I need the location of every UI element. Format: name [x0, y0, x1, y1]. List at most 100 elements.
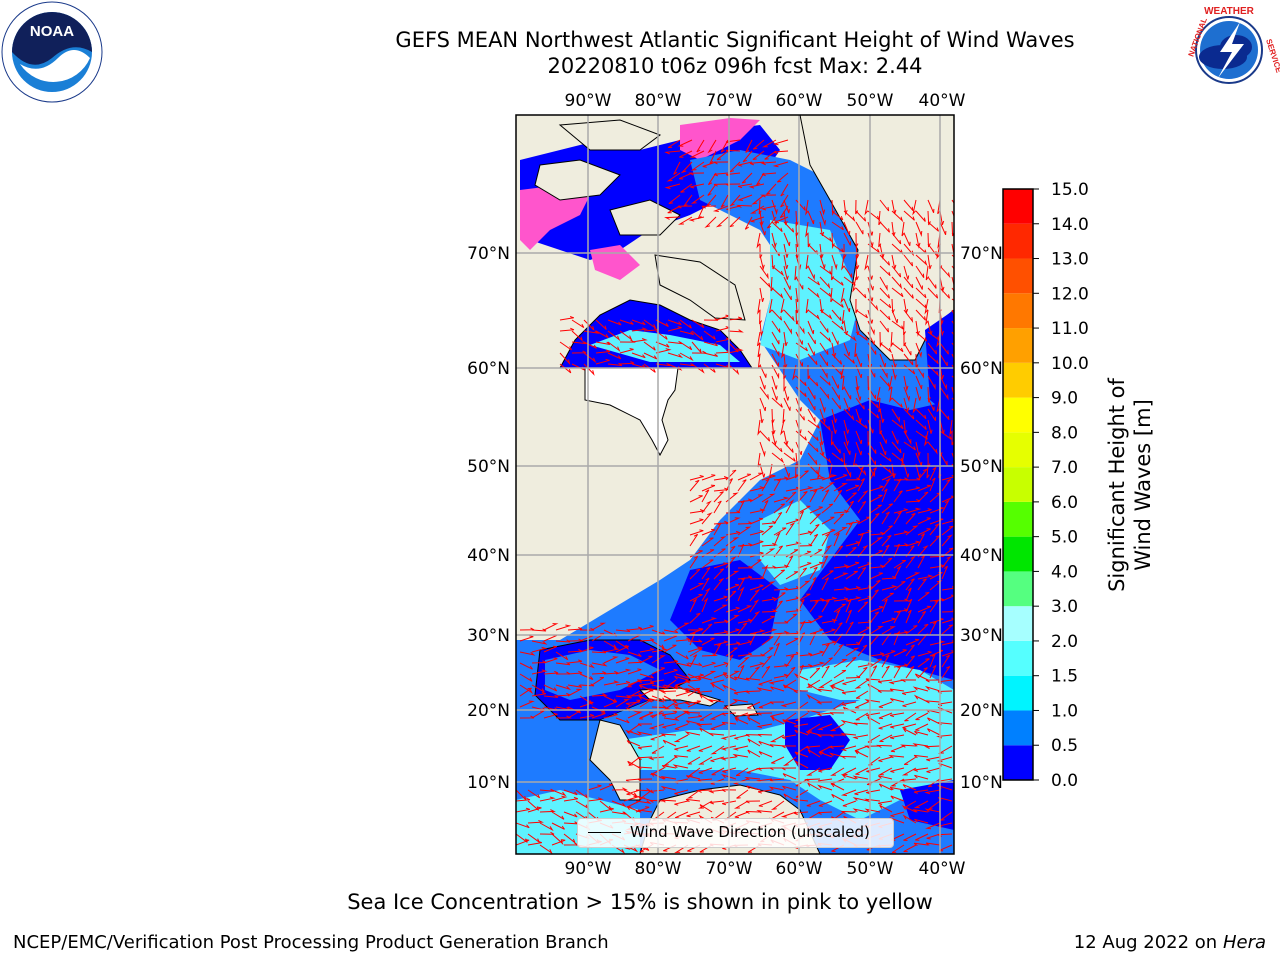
direction-arrow [843, 353, 855, 364]
direction-arrow [687, 700, 702, 708]
direction-arrow [912, 686, 929, 692]
direction-arrow [879, 364, 888, 379]
direction-arrow [917, 623, 929, 635]
direction-arrow [649, 679, 665, 684]
direction-arrow [725, 570, 740, 580]
direction-arrow [807, 353, 818, 366]
direction-arrow [845, 492, 857, 503]
direction-arrow [747, 701, 761, 709]
direction-arrow [760, 161, 777, 166]
direction-arrow [745, 811, 761, 814]
baffin-island-north [609, 199, 681, 236]
direction-arrow [941, 518, 954, 525]
direction-arrow [773, 569, 786, 580]
direction-arrow [879, 375, 890, 387]
direction-arrow [737, 656, 751, 668]
direction-arrow [819, 353, 829, 367]
direction-arrow [807, 408, 816, 424]
direction-arrow [888, 754, 905, 759]
direction-arrow [805, 254, 809, 270]
direction-arrow [797, 510, 804, 525]
direction-arrow [818, 800, 833, 807]
direction-arrow [915, 723, 929, 731]
chart-title: GEFS MEAN Northwest Atlantic Significant… [395, 28, 1075, 52]
direction-arrow [939, 430, 952, 440]
colorbar-segment [1003, 223, 1033, 259]
direction-arrow [905, 486, 920, 492]
direction-arrow [587, 797, 604, 802]
direction-arrow [915, 712, 929, 721]
direction-arrow [591, 712, 606, 719]
direction-arrow [639, 655, 653, 664]
direction-arrow [615, 699, 630, 708]
direction-arrow [756, 723, 773, 729]
direction-arrow [713, 604, 729, 613]
direction-arrow [638, 684, 653, 692]
direction-arrow [845, 641, 861, 646]
lat-label-right: 60°N [960, 359, 1003, 379]
direction-arrow [696, 789, 713, 793]
direction-arrow [603, 713, 618, 719]
direction-arrow [806, 767, 821, 776]
direction-arrow [785, 655, 795, 668]
direction-arrow [901, 452, 905, 468]
direction-arrow [782, 785, 797, 791]
colorbar-segment [1003, 328, 1033, 363]
direction-arrow [821, 657, 833, 668]
direction-arrow [869, 467, 877, 481]
colorbar-tick-label: 2.0 [1051, 632, 1078, 652]
direction-arrow [890, 795, 905, 802]
direction-arrow [675, 622, 691, 631]
direction-arrow [773, 600, 783, 613]
direction-arrow [831, 221, 844, 231]
direction-arrow [831, 793, 845, 802]
direction-arrow [840, 755, 857, 759]
direction-arrow [821, 643, 830, 657]
direction-arrow [879, 342, 893, 354]
direction-arrow [599, 783, 614, 791]
direction-arrow [821, 570, 834, 580]
direction-arrow [855, 441, 862, 456]
direction-arrow [795, 309, 799, 325]
lon-label-bottom: 90°W [565, 859, 612, 879]
direction-arrow [579, 627, 595, 631]
direction-arrow [773, 476, 789, 481]
direction-arrow [675, 690, 692, 697]
direction-arrow [903, 833, 917, 841]
direction-arrow [780, 183, 789, 197]
direction-arrow [627, 668, 642, 675]
direction-arrow [881, 557, 893, 569]
direction-arrow [707, 172, 717, 186]
direction-arrow [893, 530, 910, 536]
colorbar-tick-label: 3.0 [1051, 597, 1078, 617]
direction-arrow [673, 755, 689, 759]
direction-arrow [539, 844, 553, 854]
direction-arrow [691, 363, 705, 374]
direction-arrow [701, 528, 716, 536]
direction-arrow [854, 679, 869, 689]
direction-arrow [833, 572, 849, 580]
direction-arrow [867, 298, 879, 312]
direction-arrow [891, 419, 904, 430]
direction-arrow [941, 565, 948, 580]
direction-arrow [842, 800, 857, 807]
direction-arrow [749, 610, 761, 624]
direction-arrow [519, 687, 532, 697]
direction-arrow [667, 139, 681, 148]
legend-line-sample [588, 832, 621, 833]
direction-arrow [725, 670, 741, 679]
direction-arrow [761, 581, 776, 591]
direction-arrow [864, 199, 869, 216]
direction-arrow [881, 617, 896, 624]
direction-arrow [725, 530, 740, 536]
direction-arrow [571, 350, 587, 354]
direction-arrow [843, 463, 852, 479]
direction-arrow [806, 693, 821, 703]
direction-arrow [631, 352, 646, 359]
direction-arrow [667, 326, 682, 332]
direction-arrow [759, 254, 765, 271]
direction-arrow [749, 599, 760, 613]
direction-arrow [773, 216, 789, 224]
direction-arrow [939, 221, 947, 236]
direction-arrow [758, 701, 773, 709]
